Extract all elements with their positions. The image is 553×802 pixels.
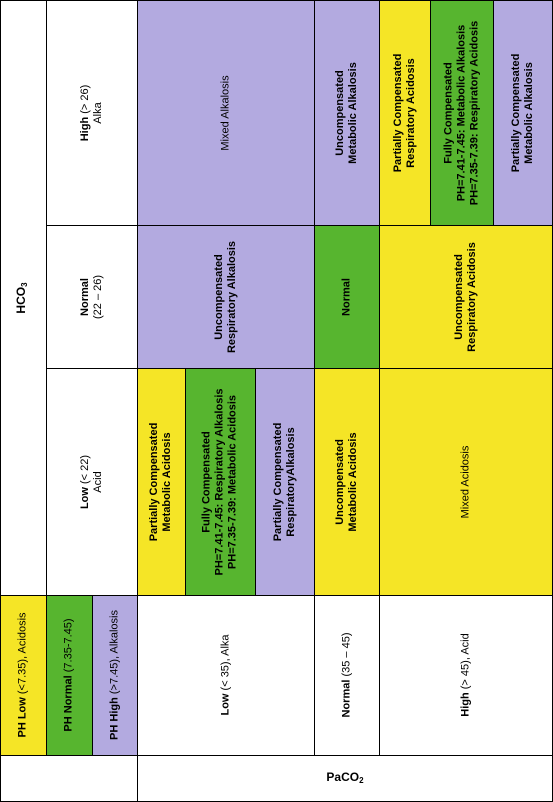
paco2-high-header: High (> 45), Acid: [459, 633, 472, 717]
hco3-low-header: Low (< 22) Acid: [78, 454, 104, 509]
v-line-255: [255, 368, 256, 595]
cell-fully-compensated-metabolic-alkalosis: Fully Compensated PH=7.41-7.45: Metabolic…: [430, 0, 493, 225]
ph-high-legend: PH High (>7.45), Alkalosis: [92, 595, 137, 755]
v-line-185: [185, 368, 186, 595]
v-line-493: [493, 0, 494, 225]
cell-fully-compensated-resp-alkalosis: Fully Compensated PH=7.41-7.45: Respirato…: [185, 368, 255, 595]
cell-uncompensated-metabolic-alkalosis: Uncompensated Metabolic Alkalosis: [314, 0, 379, 225]
v-line-379: [379, 0, 380, 755]
border-top: [0, 0, 553, 1]
cell-mixed-alkalosis: Mixed Alkalosis: [137, 0, 314, 225]
paco2-low-header: Low (< 35), Alka: [219, 634, 231, 716]
paco2-header: PaCO2: [326, 769, 364, 785]
paco2-normal-header: Normal (35 – 45): [340, 632, 352, 718]
v-line-92: [92, 595, 93, 755]
h-line-755: [0, 755, 553, 756]
cell-normal: Normal: [314, 225, 379, 368]
h-line-368: [46, 368, 553, 369]
v-line-137: [137, 0, 138, 802]
h-line-595: [0, 595, 553, 596]
hco3-header: HCO3: [14, 281, 29, 314]
cell-uncompensated-respiratory-acidosis: Uncompensated Respiratory Acidosis: [379, 225, 553, 368]
v-line-46: [46, 0, 47, 755]
cell-partial-respiratory-acidosis: Partially Compensated Respiratory Acidosi…: [379, 0, 430, 225]
cell-partial-metabolic-alkalosis: Partially Compensated Metabolic Alkalosis: [493, 0, 553, 225]
cell-partial-respiratory-alkalosis: Partially Compensated RespiratoryAlkalosi…: [255, 368, 314, 595]
hco3-high-header: High (> 26) Alka: [78, 84, 104, 141]
h-line-225: [46, 225, 553, 226]
ph-low-legend: PH Low (<7.35), Acidosis: [0, 595, 46, 755]
cell-mixed-acidosis: Mixed Acidosis: [379, 368, 553, 595]
hco3-normal-header: Normal (22 – 26): [78, 274, 104, 319]
v-line-314: [314, 0, 315, 755]
ph-normal-legend: PH Normal (7.35-7.45): [46, 595, 92, 755]
cell-uncompensated-metabolic-acidosis: Uncompensated Metabolic Acidosis: [314, 368, 379, 595]
cell-partial-metabolic-acidosis: Partially Compensated Metabolic Acidosis: [137, 368, 185, 595]
cell-uncompensated-respiratory-alkalosis: Uncompensated Respiratory Alkalosis: [137, 225, 314, 368]
v-line-430: [430, 0, 431, 225]
border-left: [0, 0, 1, 802]
